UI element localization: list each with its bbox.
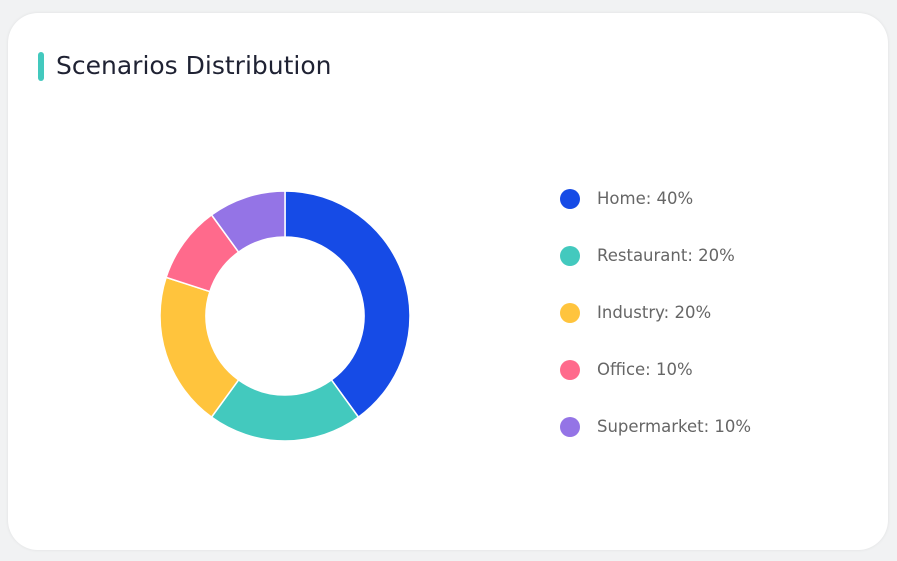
legend-dot-icon [560, 360, 580, 380]
slice-home[interactable] [284, 190, 411, 419]
legend-dot-icon [560, 246, 580, 266]
legend-item-restaurant[interactable]: Restaurant: 20% [560, 243, 820, 267]
legend-dot-icon [560, 303, 580, 323]
legend-item-supermarket[interactable]: Supermarket: 10% [560, 414, 820, 438]
legend-label: Office: 10% [597, 360, 693, 379]
scenarios-card: Scenarios Distribution [8, 13, 888, 550]
slice-supermarket[interactable] [210, 190, 286, 254]
legend-item-industry[interactable]: Industry: 20% [560, 300, 820, 324]
legend-label: Restaurant: 20% [597, 246, 735, 265]
legend-label: Supermarket: 10% [597, 417, 752, 436]
legend-dot-icon [560, 189, 580, 209]
legend-item-office[interactable]: Office: 10% [560, 357, 820, 381]
legend-item-home[interactable]: Home: 40% [560, 186, 820, 210]
card-title: Scenarios Distribution [56, 51, 332, 80]
legend-label: Home: 40% [597, 189, 694, 208]
legend-dot-icon [560, 417, 580, 437]
title-accent-bar [38, 52, 44, 81]
slice-restaurant[interactable] [210, 378, 360, 442]
slice-industry[interactable] [159, 276, 240, 419]
legend-label: Industry: 20% [597, 303, 712, 322]
